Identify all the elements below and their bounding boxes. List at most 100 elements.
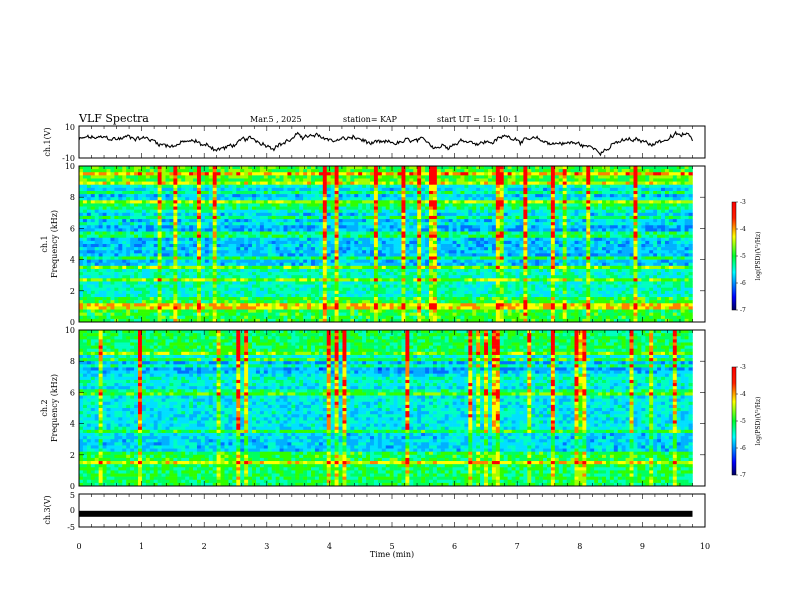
spectrogram-cell bbox=[208, 206, 213, 210]
spectrogram-cell bbox=[578, 200, 583, 204]
spectrogram-cell bbox=[137, 237, 143, 242]
spectrogram-cell bbox=[165, 225, 170, 229]
spectrogram-cell bbox=[429, 169, 434, 173]
spectrogram-cell bbox=[377, 203, 383, 207]
spectrogram-cell bbox=[295, 222, 300, 226]
spectrogram-cell bbox=[279, 172, 284, 176]
spectrogram-cell bbox=[330, 256, 335, 260]
spectrogram-cell bbox=[114, 253, 119, 257]
spectrogram-cell bbox=[672, 222, 678, 226]
spectrogram-cell bbox=[664, 181, 670, 186]
spectrogram-cell bbox=[362, 175, 367, 179]
spectrogram-cell bbox=[397, 234, 402, 239]
spectrogram-cell bbox=[602, 247, 607, 251]
spectrogram-cell bbox=[311, 219, 316, 223]
spectrogram-cell bbox=[397, 225, 402, 229]
spectrogram-cell bbox=[641, 203, 646, 207]
spectrogram-cell bbox=[244, 209, 249, 214]
spectrogram-cell bbox=[334, 215, 339, 220]
spectrogram-cell bbox=[169, 184, 174, 189]
spectrogram-cell bbox=[189, 203, 194, 207]
spectrogram-cell bbox=[212, 231, 217, 235]
spectrogram-cell bbox=[236, 212, 241, 217]
spectrogram-cell bbox=[244, 247, 249, 251]
spectrogram-cell bbox=[480, 259, 485, 264]
spectrogram-cell bbox=[629, 215, 634, 220]
spectrogram-cell bbox=[330, 206, 335, 210]
spectrogram-cell bbox=[216, 212, 221, 217]
spectrogram-cell bbox=[397, 228, 402, 232]
spectrogram-cell bbox=[613, 228, 619, 232]
spectrogram-cell bbox=[322, 194, 328, 198]
spectrogram-cell bbox=[417, 247, 422, 251]
spectrogram-cell bbox=[114, 184, 119, 189]
spectrogram-cell bbox=[86, 169, 92, 173]
spectrogram-cell bbox=[354, 178, 359, 182]
spectrogram-cell bbox=[330, 215, 335, 220]
spectrogram-cell bbox=[362, 215, 367, 220]
spectrogram-cell bbox=[499, 190, 505, 195]
spectrogram-cell bbox=[460, 244, 465, 248]
spectrogram-cell bbox=[338, 256, 343, 260]
spectrogram-cell bbox=[295, 225, 300, 229]
spectrogram-cell bbox=[181, 259, 186, 264]
spectrogram-cell bbox=[228, 244, 233, 248]
spectrogram-cell bbox=[161, 200, 166, 204]
spectrogram-cell bbox=[134, 234, 139, 239]
spectrogram-cell bbox=[102, 247, 107, 251]
spectrogram-cell bbox=[318, 187, 324, 192]
spectrogram-cell bbox=[535, 172, 540, 176]
spectrogram-cell bbox=[574, 259, 579, 264]
spectrogram-cell bbox=[240, 175, 245, 179]
spectrogram-cell bbox=[511, 228, 516, 232]
spectrogram-cell bbox=[633, 166, 638, 170]
spectrogram-cell bbox=[409, 184, 414, 189]
spectrogram-cell bbox=[149, 237, 155, 242]
spectrogram-cell bbox=[149, 222, 155, 226]
spectrogram-cell bbox=[456, 172, 461, 176]
spectrogram-cell bbox=[641, 187, 646, 192]
spectrogram-cell bbox=[452, 219, 457, 223]
spectrogram-cell bbox=[354, 256, 359, 260]
spectrogram-cell bbox=[177, 200, 182, 204]
spectrogram-cell bbox=[196, 203, 202, 207]
spectrogram-cell bbox=[149, 262, 155, 267]
spectrogram-cell bbox=[165, 184, 170, 189]
spectrogram-cell bbox=[598, 209, 603, 214]
spectrogram-cell bbox=[531, 169, 536, 173]
spectrogram-cell bbox=[523, 247, 528, 251]
spectrogram-cell bbox=[484, 169, 489, 173]
spectrogram-cell bbox=[90, 166, 96, 170]
spectrogram-cell bbox=[114, 181, 119, 186]
spectrogram-cell bbox=[216, 172, 221, 176]
spectrogram-cell bbox=[535, 219, 540, 223]
spectrogram-cell bbox=[381, 181, 387, 186]
spectrogram-cell bbox=[267, 194, 272, 198]
spectrogram-cell bbox=[613, 212, 619, 217]
spectrogram-cell bbox=[472, 253, 477, 257]
spectrogram-cell bbox=[602, 250, 607, 254]
spectrogram-cell bbox=[444, 259, 449, 264]
spectrogram-cell bbox=[550, 256, 556, 260]
spectrogram-cell bbox=[425, 240, 430, 245]
spectrogram-cell bbox=[228, 190, 233, 195]
spectrogram-cell bbox=[181, 209, 186, 214]
spectrogram-cell bbox=[605, 222, 611, 226]
spectrogram-cell bbox=[664, 184, 670, 189]
spectrogram-cell bbox=[252, 209, 257, 214]
spectrogram-cell bbox=[220, 250, 225, 254]
spectrogram-cell bbox=[322, 253, 328, 257]
spectrogram-cell bbox=[472, 225, 477, 229]
spectrogram-cell bbox=[291, 231, 296, 235]
spectrogram-cell bbox=[688, 190, 693, 195]
spectrogram-cell bbox=[322, 256, 328, 260]
spectrogram-cell bbox=[240, 215, 245, 220]
spectrogram-cell bbox=[503, 190, 508, 195]
spectrogram-cell bbox=[440, 197, 446, 201]
spectrogram-cell bbox=[684, 172, 689, 176]
spectrogram-cell bbox=[676, 225, 681, 229]
spectrogram-cell bbox=[303, 209, 308, 214]
spectrogram-cell bbox=[291, 209, 296, 214]
spectrogram-cell bbox=[126, 212, 131, 217]
spectrogram-cell bbox=[554, 219, 560, 223]
